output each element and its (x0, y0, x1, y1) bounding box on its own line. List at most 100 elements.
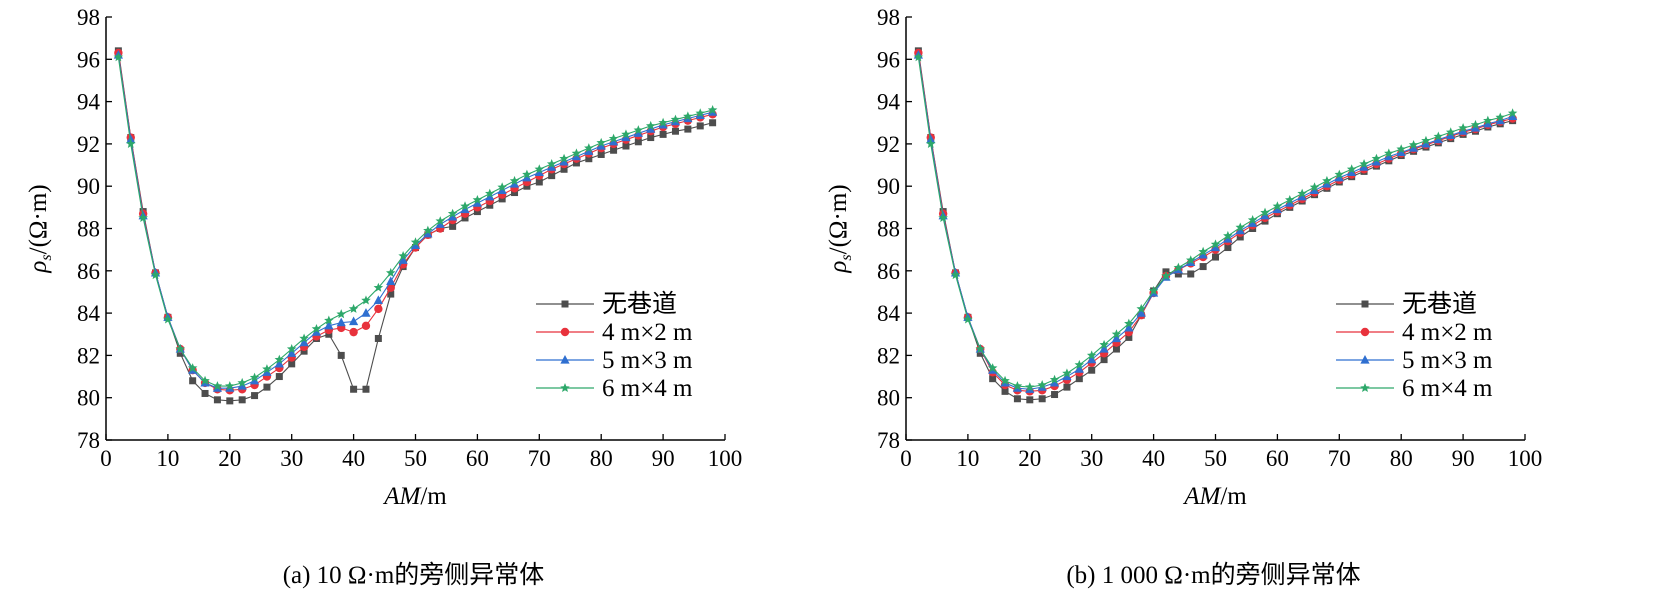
data-point (950, 270, 961, 280)
data-point (1458, 126, 1468, 135)
x-axis-title: AM/m (382, 483, 447, 510)
y-tick-label: 82 (77, 343, 100, 368)
data-point (1212, 253, 1219, 261)
data-point (1371, 156, 1382, 166)
x-axis-title-italic: AM (1182, 483, 1221, 510)
data-point (647, 134, 655, 142)
data-point (410, 240, 421, 250)
data-point (238, 396, 246, 404)
x-tick-label: 30 (280, 446, 303, 471)
data-point (200, 375, 210, 385)
x-tick-label: 90 (1452, 446, 1475, 471)
data-point (696, 122, 704, 130)
data-point (621, 132, 631, 142)
data-point (1062, 371, 1072, 381)
y-tick-label: 96 (877, 47, 900, 72)
legend-marker (1361, 300, 1369, 308)
data-point (1000, 375, 1010, 385)
data-point (1272, 201, 1283, 211)
data-point (1236, 233, 1244, 241)
data-point (1248, 218, 1258, 227)
data-point (126, 138, 136, 148)
data-point (1173, 262, 1184, 272)
data-point (989, 375, 997, 383)
data-point (913, 52, 924, 62)
data-point (1025, 382, 1035, 392)
data-point (325, 330, 333, 338)
data-point (324, 320, 334, 330)
data-point (435, 219, 445, 228)
x-axis-title-unit: /m (1220, 483, 1247, 510)
data-point (547, 162, 557, 171)
data-point (286, 344, 297, 354)
data-point (387, 290, 395, 298)
data-point (1235, 225, 1245, 235)
y-tick-label: 88 (77, 217, 100, 242)
data-point (287, 348, 297, 357)
data-point (634, 138, 642, 146)
data-point (460, 201, 470, 211)
data-point (1309, 182, 1320, 192)
data-point (497, 182, 507, 192)
y-axis-title-sub: s (38, 254, 55, 260)
y-tick-label: 84 (77, 301, 101, 326)
x-tick-label: 0 (900, 446, 912, 471)
data-point (938, 212, 948, 222)
x-tick-label: 50 (404, 446, 427, 471)
data-point (1507, 108, 1518, 118)
data-point (1470, 123, 1481, 132)
data-point (572, 159, 580, 167)
data-point (707, 105, 718, 115)
data-point (1136, 308, 1146, 317)
x-tick-label: 60 (1266, 446, 1289, 471)
data-point (1013, 395, 1021, 403)
data-point (596, 137, 606, 147)
y-tick-label: 80 (77, 386, 100, 411)
y-tick-label: 92 (77, 132, 100, 157)
data-point (597, 150, 605, 158)
data-point (1396, 147, 1406, 156)
data-point (1075, 375, 1083, 383)
y-tick-label: 78 (877, 428, 900, 453)
legend-label: 5 m×3 m (602, 347, 693, 374)
y-axis-title: ρs/(Ω·m) (825, 184, 855, 273)
y-axis-title-sub: s (838, 254, 855, 260)
data-point (361, 321, 371, 330)
data-point (349, 327, 358, 337)
data-point (237, 377, 247, 387)
data-point (584, 143, 594, 153)
data-point (1001, 387, 1009, 395)
data-point (684, 125, 692, 133)
y-tick-label: 86 (877, 259, 900, 284)
data-point (1185, 255, 1196, 265)
data-point (1148, 285, 1159, 295)
data-point (1297, 191, 1307, 201)
data-point (263, 383, 271, 391)
data-point (497, 185, 507, 195)
y-axis-title: ρs/(Ω·m) (25, 184, 55, 273)
data-point (709, 119, 717, 127)
data-point (1260, 207, 1270, 217)
y-axis-title-rho: ρ (825, 261, 852, 274)
y-axis-title-unit: /(Ω·m) (825, 184, 852, 254)
x-tick-label: 20 (218, 446, 241, 471)
data-point (1285, 194, 1295, 204)
data-point (695, 108, 705, 118)
x-tick-label: 70 (528, 446, 551, 471)
data-point (337, 351, 345, 359)
x-tick-label: 70 (1328, 446, 1351, 471)
data-point (571, 148, 582, 158)
data-point (683, 111, 693, 121)
data-point (559, 153, 569, 163)
data-point (485, 191, 495, 201)
data-point (336, 317, 346, 327)
data-point (509, 175, 520, 185)
data-point (1346, 164, 1357, 174)
data-point (348, 303, 359, 313)
data-point (251, 392, 259, 400)
legend-marker (560, 383, 570, 393)
line-chart-b: 0 10 20 30 40 50 60 70 80 90 100 78 80 82 84 86 88 90 92 94… (825, 5, 1542, 510)
data-point (670, 114, 681, 124)
legend-marker (560, 355, 570, 364)
data-point (473, 208, 481, 216)
